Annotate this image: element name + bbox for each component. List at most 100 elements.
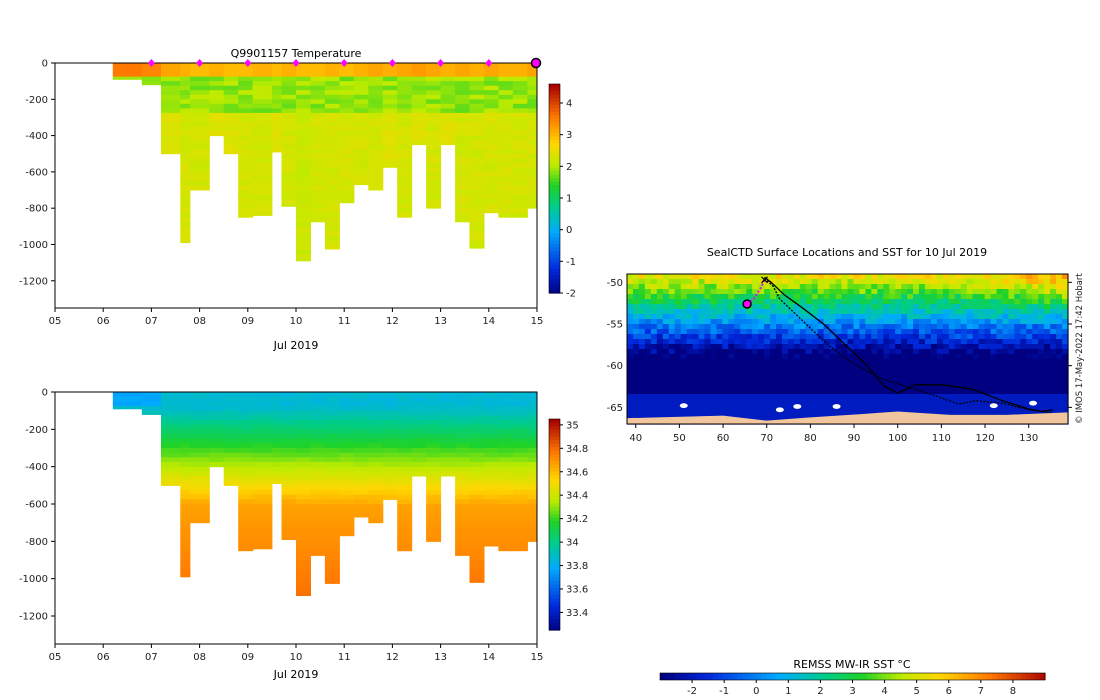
profile-cell [238,126,254,132]
profile-cell [353,67,369,73]
profile-cell [368,126,384,132]
sst-cell [865,339,872,345]
sst-cell [728,389,735,395]
sst-cell [817,334,825,340]
sst-cell [1002,339,1010,345]
sst-cell [644,324,652,330]
profile-cell [180,504,191,510]
profile-cell [527,471,538,477]
sst-cell [1062,359,1069,365]
sst-cell [877,319,884,325]
profile-cell [512,131,528,137]
sst-cell [722,354,729,360]
profile-cell [455,208,471,214]
profile-cell [141,392,162,398]
profile-cell [382,72,398,78]
sst-cell [1002,364,1010,370]
profile-cell [209,443,225,449]
sst-cell [990,314,998,320]
profile-cell [368,415,384,421]
profile-cell [353,410,369,416]
sst-cell [948,354,956,360]
lat-tick-label: -55 [607,320,623,331]
sst-cell [799,379,807,385]
sst-cell [764,369,771,375]
profile-cell [339,117,355,123]
sst-cell [644,334,652,340]
profile-cell [512,190,528,195]
profile-cell [310,131,326,137]
sst-cell [746,404,753,410]
profile-column [209,63,225,137]
sst-cell [668,399,676,405]
profile-cell [238,546,254,552]
profile-cell [324,208,340,214]
profile-cell [190,117,210,123]
sst-cell [805,334,813,340]
profile-column [238,63,254,218]
sst-cell [1038,374,1045,380]
profile-cell [310,217,326,223]
profile-cell [180,536,191,542]
sst-cell [936,309,944,315]
profile-cell [512,504,528,510]
colorbar-segment [549,454,560,459]
profile-cell [161,117,181,123]
sst-cell [954,334,962,340]
sst-cell [811,279,819,285]
sst-cell [656,379,664,385]
profile-cell [190,72,210,78]
sst-cell [752,389,759,395]
colorbar-segment [549,275,560,280]
profile-cell [382,471,398,477]
sst-cell [710,299,717,305]
profile-cell [223,103,239,109]
profile-cell [440,140,456,146]
sst-cell [913,394,920,400]
colorbar-tick-label: 8 [1010,686,1016,697]
sst-cell [775,399,783,405]
sst-cell [805,329,813,335]
sst-cell [954,369,962,375]
colorbar-segment [852,673,858,680]
colorbar-segment [549,157,560,162]
sst-cell [770,384,777,390]
sst-cell [835,279,843,285]
profile-cell [411,392,427,398]
colorbar-segment [549,580,560,585]
profile-cell [353,81,369,87]
sst-cell [752,344,759,350]
profile-cell [426,85,442,91]
profile-cell [180,555,191,561]
sst-cell [930,319,938,325]
sst-cell [746,279,753,285]
sst-cell [781,339,789,345]
profile-cell [527,457,538,463]
sst-cell [996,384,1004,390]
sst-cell [960,299,968,305]
sst-cell [966,279,974,285]
profile-cell [469,94,485,100]
sst-cell [841,299,849,305]
profile-cell [426,171,442,177]
sst-cell [758,384,765,390]
profile-cell [368,466,384,472]
sst-cell [948,344,956,350]
sst-cell [996,289,1004,295]
profile-column [238,392,254,552]
sst-cell [871,284,878,290]
profile-cell [512,466,528,472]
sst-cell [638,334,646,340]
sst-cell [710,284,717,290]
sst-cell [1002,379,1010,385]
sst-cell [722,384,729,390]
sst-cell [674,409,682,415]
sst-cell [1044,309,1051,315]
profile-cell [455,443,471,449]
profile-cell [190,462,210,468]
sst-cell [799,294,807,300]
profile-cell [238,443,254,449]
sst-cell [877,304,884,310]
sst-cell [942,374,950,380]
profile-cell [455,81,471,87]
